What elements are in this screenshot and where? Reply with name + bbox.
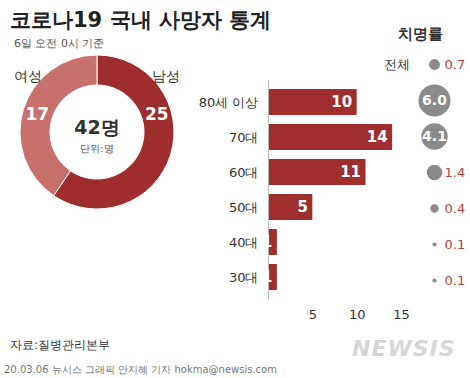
svg-text:1.4: 1.4 bbox=[445, 165, 466, 180]
svg-text:25: 25 bbox=[145, 104, 169, 124]
svg-text:42명: 42명 bbox=[74, 116, 119, 138]
svg-text:60대: 60대 bbox=[229, 165, 259, 180]
svg-text:단위:명: 단위:명 bbox=[80, 143, 113, 154]
svg-text:80세 이상: 80세 이상 bbox=[199, 95, 259, 110]
svg-text:5: 5 bbox=[309, 307, 317, 322]
html-text:코로나19 국내 사망자 통계: 코로나19 국내 사망자 통계 bbox=[10, 8, 272, 32]
svg-text:0.1: 0.1 bbox=[445, 237, 466, 252]
svg-text:10: 10 bbox=[331, 93, 352, 111]
svg-text:10: 10 bbox=[349, 307, 366, 322]
html-text:자료:질병관리본부: 자료:질병관리본부 bbox=[10, 338, 110, 352]
svg-text:여성: 여성 bbox=[14, 68, 42, 84]
html-text:NEWSIS: NEWSIS bbox=[352, 336, 456, 361]
svg-text:0.7: 0.7 bbox=[445, 57, 466, 72]
svg-text:6.0: 6.0 bbox=[422, 92, 447, 108]
svg-text:1: 1 bbox=[262, 233, 272, 251]
svg-text:5: 5 bbox=[297, 198, 307, 216]
svg-text:11: 11 bbox=[340, 163, 361, 181]
svg-text:17: 17 bbox=[25, 104, 49, 124]
svg-text:1: 1 bbox=[262, 268, 272, 286]
svg-text:0.1: 0.1 bbox=[445, 273, 466, 288]
svg-text:4.1: 4.1 bbox=[422, 128, 447, 144]
html-text:치명률: 치명률 bbox=[398, 25, 443, 43]
svg-text:70대: 70대 bbox=[229, 130, 259, 145]
svg-text:30대: 30대 bbox=[229, 270, 259, 285]
svg-text:남성: 남성 bbox=[152, 68, 180, 84]
svg-text:14: 14 bbox=[367, 128, 388, 146]
svg-text:40대: 40대 bbox=[229, 235, 259, 250]
svg-text:전체: 전체 bbox=[384, 57, 410, 72]
html-text:6일 오전 0시 기준: 6일 오전 0시 기준 bbox=[14, 37, 105, 50]
svg-text:50대: 50대 bbox=[229, 200, 259, 215]
svg-text:0.4: 0.4 bbox=[445, 201, 466, 216]
svg-text:15: 15 bbox=[393, 307, 410, 322]
html-text:20.03.06 뉴시스 그래픽 안지혜 기자 hokma@: 20.03.06 뉴시스 그래픽 안지혜 기자 hokma@newsis.com bbox=[4, 364, 277, 375]
